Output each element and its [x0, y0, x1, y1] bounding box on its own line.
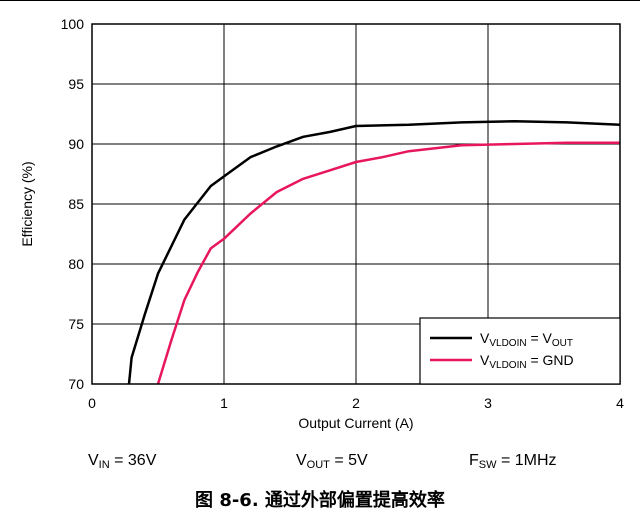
condition-vin: VIN = 36V [88, 452, 157, 471]
legend-box [419, 317, 621, 385]
x-tick-label: 2 [352, 395, 360, 411]
tick-labels: 0 1 2 3 4 70 75 80 85 90 95 100 [61, 16, 624, 411]
condition-fsw: FSW = 1MHz [469, 452, 557, 471]
plot-frame [91, 23, 621, 385]
x-tick-label: 4 [616, 395, 624, 411]
legend: VVLDOIN = VOUT VVLDOIN = GND [419, 317, 621, 385]
efficiency-chart: 0 1 2 3 4 70 75 80 85 90 95 100 Efficiency (%) Outp… [19, 16, 624, 431]
y-tick-label: 85 [68, 196, 84, 212]
x-tick-label: 3 [484, 395, 492, 411]
figure-caption: 图 8-6. 通过外部偏置提高效率 [195, 490, 445, 511]
series-line-1 [127, 119, 621, 385]
y-tick-label: 100 [61, 16, 85, 32]
legend-label: VVLDOIN = VOUT [480, 330, 573, 349]
condition-vout: VOUT = 5V [296, 452, 368, 471]
x-tick-label: 1 [220, 395, 228, 411]
x-axis-label: Output Current (A) [298, 415, 413, 431]
y-axis-label: Efficiency (%) [19, 161, 35, 246]
y-tick-label: 95 [68, 76, 84, 92]
y-tick-label: 80 [68, 256, 84, 272]
y-tick-label: 75 [68, 316, 84, 332]
legend-label: VVLDOIN = GND [480, 352, 574, 371]
series-layer [127, 119, 621, 385]
series-line-2 [156, 141, 620, 385]
y-tick-label: 70 [68, 376, 84, 392]
y-tick-label: 90 [68, 136, 84, 152]
x-tick-label: 0 [88, 395, 96, 411]
top-rule [0, 0, 640, 1]
